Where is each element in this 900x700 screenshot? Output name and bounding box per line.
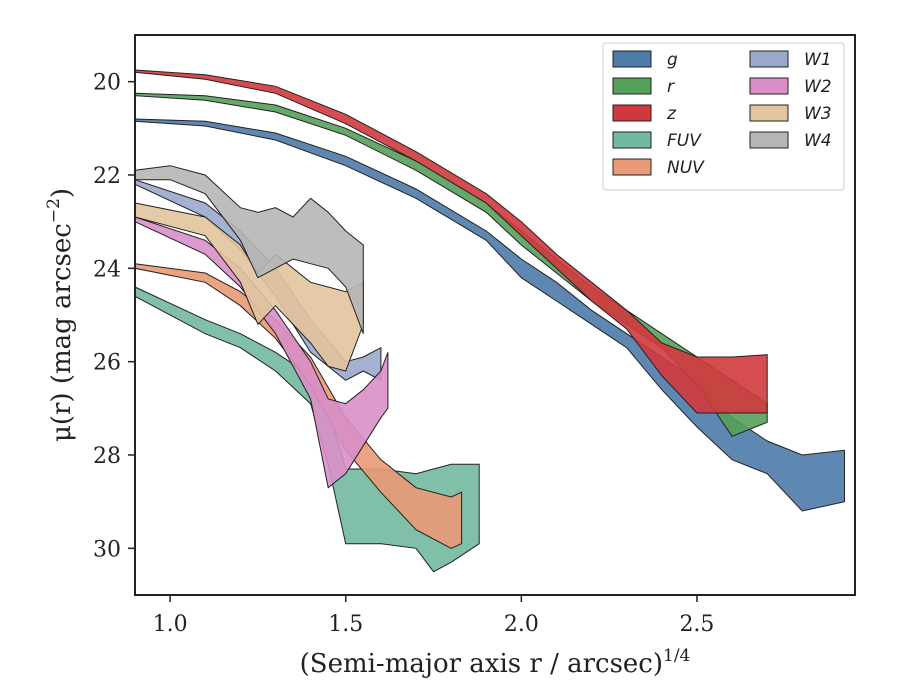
legend-swatch-r (612, 77, 652, 95)
legend-swatch-w4 (749, 131, 789, 149)
y-tick-label: 20 (93, 71, 121, 96)
x-axis-label-sup: 1/4 (663, 646, 690, 666)
y-axis-label: μ(r) (mag arcsec−2) (44, 188, 77, 442)
legend-label-g: g (667, 50, 678, 70)
legend-swatch-g (612, 50, 652, 68)
x-tick-label: 2.5 (679, 612, 714, 637)
legend-label-w4: W4 (804, 131, 832, 151)
y-axis-label-close: ) (47, 188, 77, 198)
y-tick-label: 26 (93, 351, 121, 376)
series-band-z (134, 69, 768, 414)
y-axis-label-sup: −2 (44, 198, 64, 223)
legend-label-nuv: NUV (667, 158, 705, 178)
x-tick-label: 1.5 (328, 612, 363, 637)
plot-frame (134, 34, 856, 596)
legend-label-w3: W3 (804, 104, 832, 124)
x-axis-ticks: 1.0 1.5 2.0 2.5 (153, 595, 714, 637)
y-tick-label: 22 (93, 164, 121, 189)
y-axis-ticks: 20 22 24 26 28 30 (93, 71, 135, 562)
series-band-w4 (134, 165, 364, 334)
legend-swatch-w2 (749, 77, 789, 95)
y-tick-label: 28 (93, 444, 121, 469)
legend-label-w1: W1 (804, 50, 832, 70)
legend-label-w2: W2 (804, 77, 832, 97)
x-tick-label: 2.0 (504, 612, 539, 637)
legend-label-z: z (666, 104, 677, 124)
legend-label-r: r (667, 77, 675, 97)
legend-swatch-nuv (612, 158, 652, 176)
series-band-g (134, 118, 845, 512)
y-tick-label: 24 (93, 257, 121, 282)
x-axis-label: (Semi-major axis r / arcsec)1/4 (300, 646, 691, 679)
legend: grz FUV NUV W1 W2 W3 W4 (602, 42, 845, 191)
y-tick-label: 30 (93, 537, 121, 562)
legend-label-fuv: FUV (667, 131, 702, 151)
legend-swatch-fuv (612, 131, 652, 149)
legend-swatch-w3 (749, 104, 789, 122)
series-bands (134, 69, 845, 573)
legend-swatch-w1 (749, 50, 789, 68)
x-tick-label: 1.0 (153, 612, 188, 637)
y-axis-label-text: μ(r) (mag arcsec (47, 223, 77, 442)
legend-swatch-z (612, 104, 652, 122)
x-axis-label-text: (Semi-major axis r / arcsec) (300, 649, 663, 679)
